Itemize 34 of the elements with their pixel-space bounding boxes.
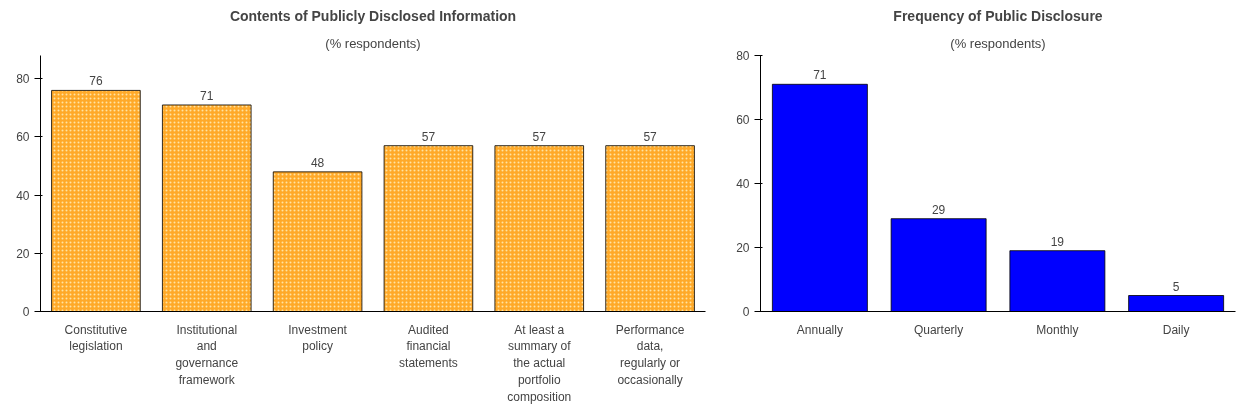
data-label: 71 — [200, 88, 214, 103]
x-tick-label: Performance data, regularly or occasionally — [615, 322, 685, 387]
data-label: 57 — [643, 129, 658, 144]
chart-title: Contents of Publicly Disclosed Information — [229, 7, 517, 24]
data-label: 71 — [813, 68, 827, 83]
x-tick-label: Daily — [1162, 322, 1190, 337]
y-tick-label: 60 — [736, 113, 750, 127]
y-tick-label: 40 — [736, 177, 750, 191]
data-label: 5 — [1172, 279, 1180, 294]
y-tick-label: 20 — [736, 241, 750, 255]
chart-title: Frequency of Public Disclosure — [893, 7, 1103, 24]
y-tick-label: 0 — [22, 305, 30, 319]
y-tick-label: 60 — [16, 130, 30, 145]
data-label: 19 — [1050, 234, 1065, 249]
y-tick-label: 0 — [742, 305, 750, 319]
y-tick-label: 80 — [736, 49, 750, 63]
x-tick-label: Quarterly — [913, 322, 964, 337]
y-tick-label: 40 — [16, 188, 30, 203]
x-tick-label: Annually — [796, 322, 843, 337]
x-tick-label: At least a summary of the actual portfolio composition — [507, 322, 572, 404]
x-tick-label: Investment policy — [288, 322, 348, 354]
x-tick-label: Institutional and governance framework — [175, 322, 239, 387]
data-label: 76 — [89, 74, 103, 89]
data-label: 48 — [310, 155, 325, 170]
x-tick-label: Constitutive legislation — [64, 322, 128, 354]
x-tick-label: Monthly — [1036, 322, 1079, 337]
chart-subtitle: (% respondents) — [325, 35, 421, 51]
chart-subtitle: (% respondents) — [950, 35, 1046, 51]
x-tick-label: Audited financial statements — [399, 322, 458, 371]
data-label: 57 — [421, 129, 436, 144]
y-tick-label: 80 — [16, 72, 30, 87]
data-label: 29 — [931, 202, 946, 217]
data-label: 57 — [532, 129, 547, 144]
y-tick-label: 20 — [16, 246, 30, 261]
